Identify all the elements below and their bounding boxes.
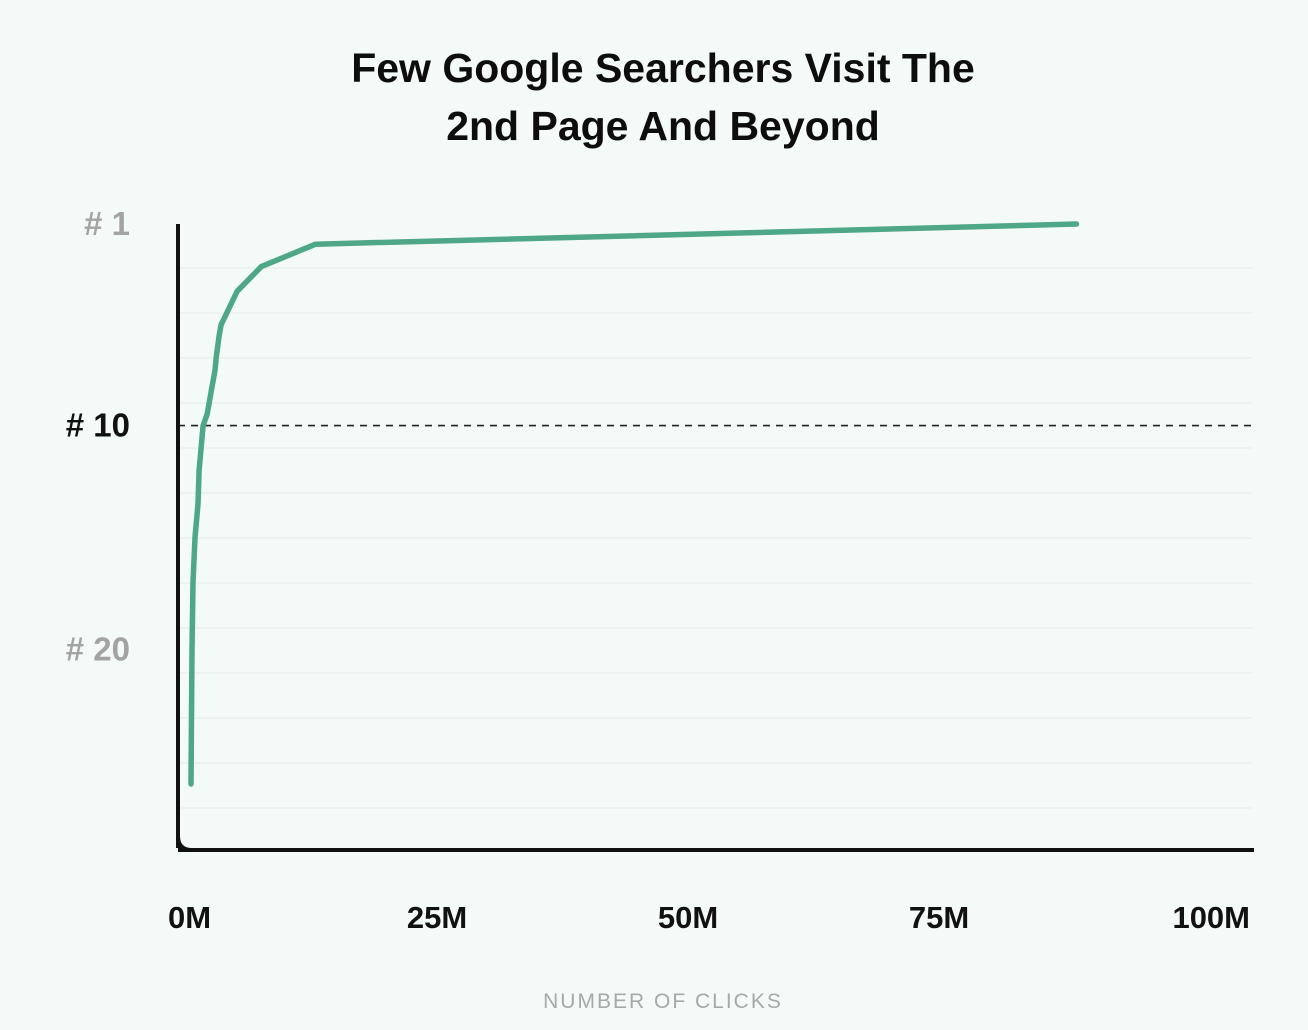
x-tick-label: 0M: [168, 900, 211, 935]
y-tick-label: # 1: [84, 205, 130, 242]
chart-title-line-1: Few Google Searchers Visit The: [351, 45, 975, 91]
axis-corner: [176, 835, 193, 852]
x-tick-label: 50M: [658, 900, 718, 935]
axes: [176, 224, 1254, 852]
clicks-by-rank-line: [188, 221, 1080, 787]
chart-title-line-2: 2nd Page And Beyond: [446, 103, 880, 149]
x-tick-label: 25M: [407, 900, 467, 935]
y-tick-label: # 20: [66, 631, 130, 668]
grid: [178, 267, 1252, 809]
x-axis-label: NUMBER OF CLICKS: [543, 990, 783, 1013]
y-tick-label: # 10: [66, 407, 130, 444]
x-tick-labels: 0M 25M 50M 75M 100M: [168, 900, 1250, 935]
x-tick-label: 100M: [1172, 900, 1250, 935]
data-points: [189, 222, 1080, 787]
x-tick-label: 75M: [909, 900, 969, 935]
y-tick-labels: # 1 # 10 # 20: [66, 205, 130, 668]
